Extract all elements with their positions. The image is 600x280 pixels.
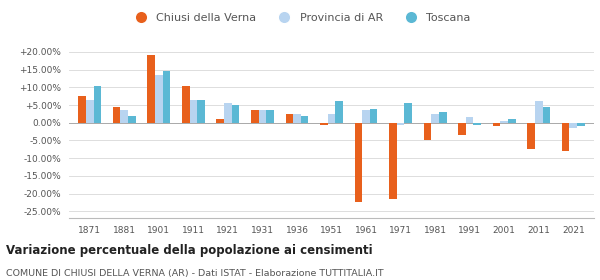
Bar <box>113 107 121 123</box>
Bar <box>397 123 404 125</box>
Bar <box>335 101 343 123</box>
Bar <box>389 123 397 199</box>
Bar <box>79 96 86 123</box>
Bar <box>458 123 466 135</box>
Bar <box>148 55 155 123</box>
Bar <box>404 103 412 123</box>
Bar <box>370 109 377 123</box>
Bar <box>293 114 301 123</box>
Legend: Chiusi della Verna, Provincia di AR, Toscana: Chiusi della Verna, Provincia di AR, Tos… <box>125 8 475 27</box>
Bar <box>286 114 293 123</box>
Bar <box>217 119 224 123</box>
Bar <box>128 116 136 123</box>
Bar <box>500 121 508 123</box>
Bar <box>320 123 328 125</box>
Bar <box>362 110 370 123</box>
Bar <box>251 110 259 123</box>
Bar <box>535 101 542 123</box>
Bar <box>473 123 481 125</box>
Bar <box>121 110 128 123</box>
Bar <box>577 123 584 126</box>
Bar <box>301 116 308 123</box>
Bar <box>94 86 101 123</box>
Bar <box>86 100 94 123</box>
Bar <box>493 123 500 126</box>
Bar <box>542 107 550 123</box>
Bar <box>562 123 569 151</box>
Bar <box>508 119 515 123</box>
Bar <box>155 75 163 123</box>
Bar <box>466 117 473 123</box>
Bar <box>163 71 170 123</box>
Bar <box>266 110 274 123</box>
Bar <box>224 103 232 123</box>
Bar <box>197 100 205 123</box>
Bar <box>328 114 335 123</box>
Bar <box>424 123 431 141</box>
Bar <box>190 100 197 123</box>
Bar <box>569 123 577 128</box>
Text: COMUNE DI CHIUSI DELLA VERNA (AR) - Dati ISTAT - Elaborazione TUTTITALIA.IT: COMUNE DI CHIUSI DELLA VERNA (AR) - Dati… <box>6 269 383 278</box>
Text: Variazione percentuale della popolazione ai censimenti: Variazione percentuale della popolazione… <box>6 244 373 256</box>
Bar <box>431 114 439 123</box>
Bar <box>182 86 190 123</box>
Bar <box>232 105 239 123</box>
Bar <box>527 123 535 149</box>
Bar <box>259 110 266 123</box>
Bar <box>439 112 446 123</box>
Bar <box>355 123 362 202</box>
